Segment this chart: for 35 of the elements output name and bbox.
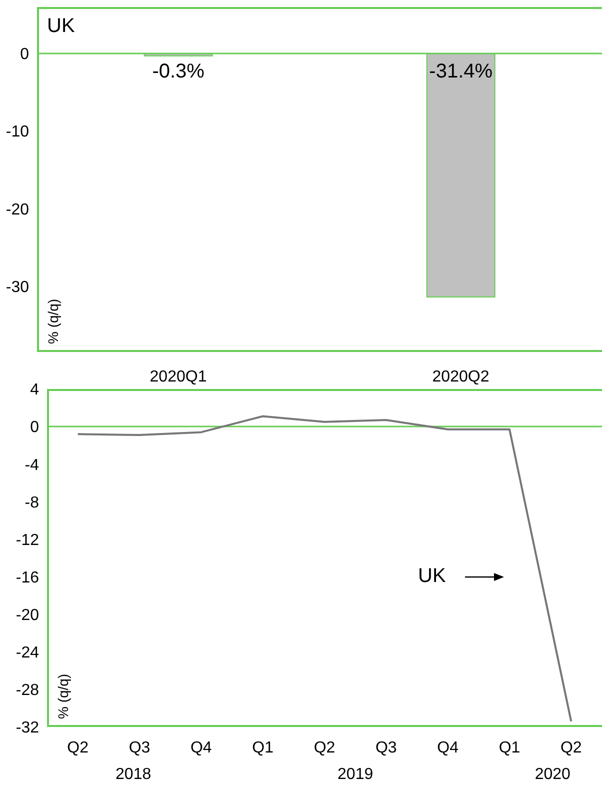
- x-tick-label: Q2: [314, 739, 336, 756]
- text: 2018: [114, 766, 152, 784]
- y-tick-label: 0: [20, 46, 30, 64]
- y-tick-label: -30: [6, 278, 30, 296]
- y-tick-label: -4: [24, 456, 40, 474]
- line-series: [76, 415, 572, 722]
- x-tick-label: 2020Q1: [150, 368, 207, 386]
- y-tick-label: -10: [6, 124, 30, 141]
- text: 2020: [534, 766, 572, 784]
- y-tick-label: -24: [16, 644, 40, 662]
- x-tick-label: Q4: [437, 739, 459, 756]
- y-tick-label: -8: [24, 494, 40, 512]
- y-axis-title: % (q/q): [45, 298, 61, 344]
- x-tick-label: 2020Q2: [432, 368, 490, 386]
- annotation: UK: [418, 564, 446, 588]
- y-tick-label: -12: [16, 532, 40, 549]
- chart-title: UK: [47, 15, 75, 38]
- y-tick-label: -16: [16, 569, 40, 586]
- y-tick-label: -20: [16, 607, 40, 624]
- x-tick-label: Q1: [498, 739, 520, 756]
- y-tick-label: -28: [16, 682, 40, 700]
- y-tick-label: 4: [30, 382, 40, 399]
- x-tick-label: Q2: [67, 739, 89, 756]
- x-tick-label: Q4: [190, 739, 212, 756]
- x-tick-label: Q3: [128, 739, 150, 756]
- y-tick-label: -20: [6, 201, 30, 218]
- x-tick-label: Q2: [560, 739, 582, 756]
- x-tick-label: Q3: [375, 739, 397, 756]
- text: 2019: [336, 766, 374, 784]
- y-axis-title: % (q/q): [55, 674, 71, 719]
- y-tick-label: -32: [16, 720, 40, 737]
- data-label: -0.3%: [152, 60, 205, 83]
- y-tick-label: 0: [30, 419, 40, 436]
- data-label: -31.4%: [429, 60, 493, 83]
- x-tick-label: Q1: [252, 739, 274, 756]
